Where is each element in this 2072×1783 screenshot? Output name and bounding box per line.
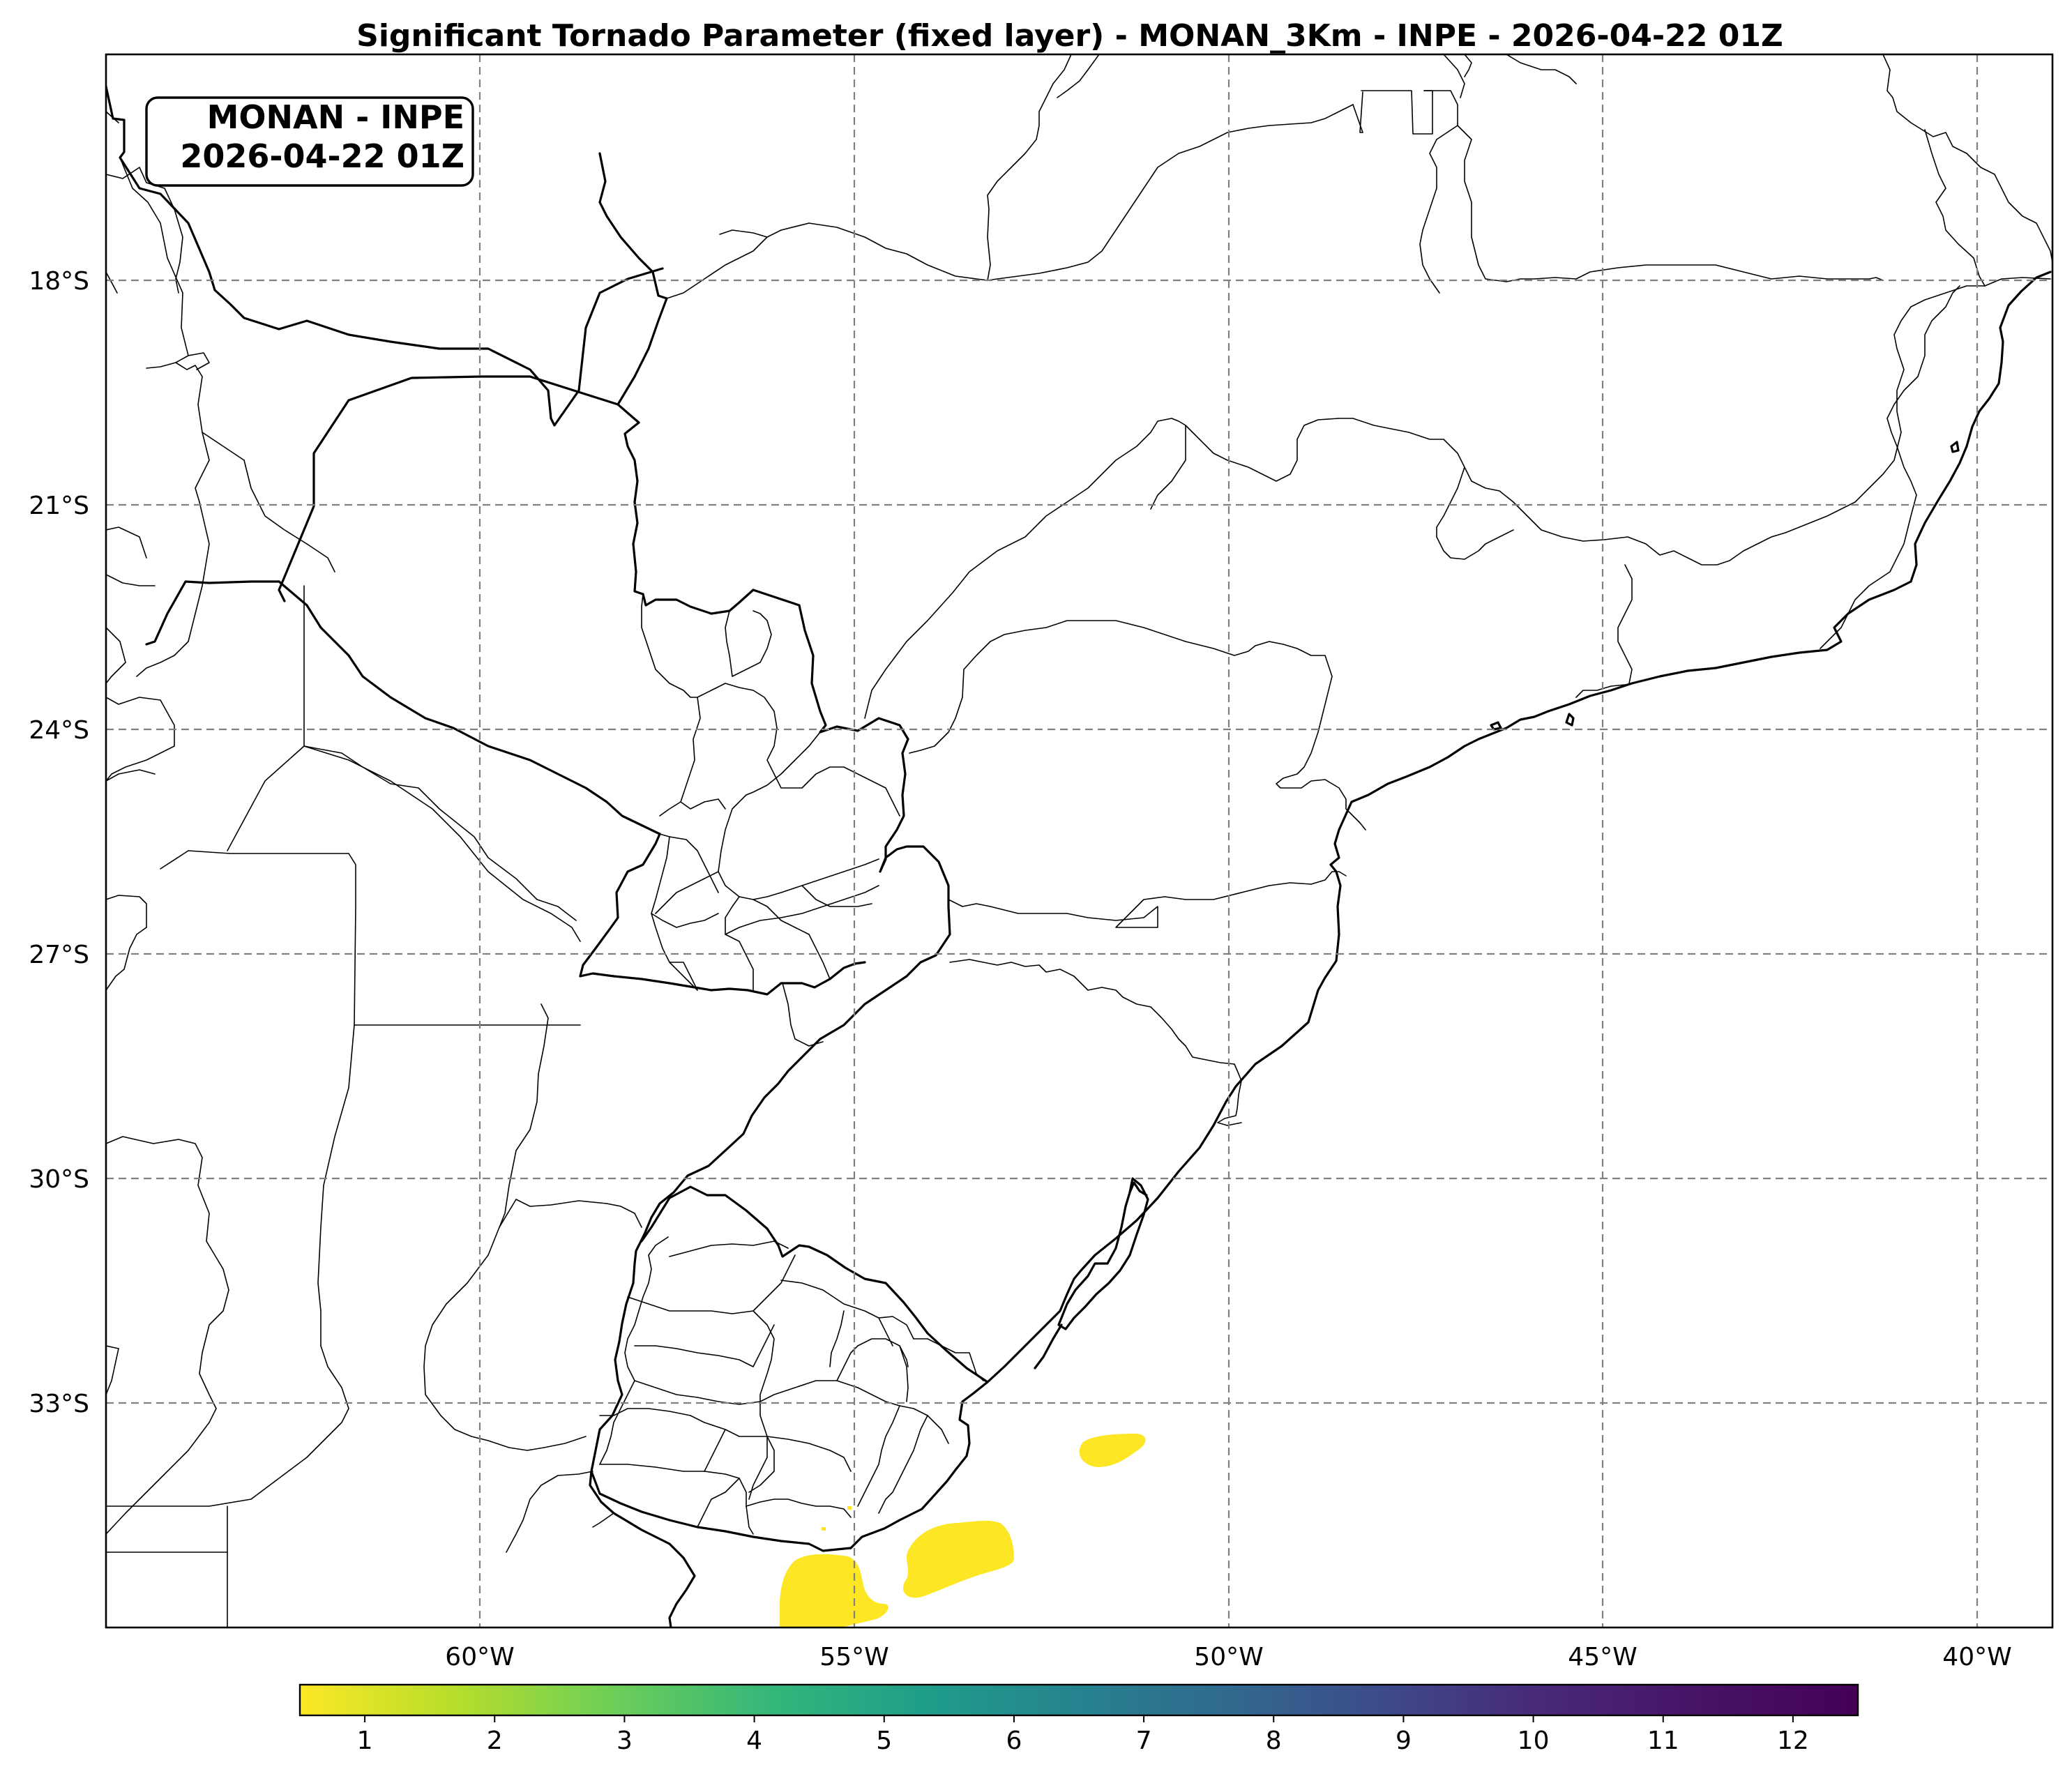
lat-tick-21s: 21°S <box>29 492 89 520</box>
info-box-line1: MONAN - INPE <box>207 98 464 136</box>
colorbar-tick-label: 3 <box>617 1727 633 1755</box>
stp-field-speck-2 <box>847 1506 852 1510</box>
colorbar-tick-label: 5 <box>876 1727 892 1755</box>
colorbar-tick-label: 9 <box>1396 1727 1412 1755</box>
lon-tick-60w: 60°W <box>445 1643 514 1671</box>
country-borders <box>106 85 2052 1628</box>
stp-field-coast-south <box>902 1520 1014 1598</box>
lon-tick-40w: 40°W <box>1942 1643 2011 1671</box>
map-area <box>106 54 2052 1628</box>
map-title: Significant Tornado Parameter (fixed lay… <box>356 18 1783 54</box>
gridlines <box>106 54 2052 1628</box>
lon-tick-50w: 50°W <box>1194 1643 1263 1671</box>
colorbar-tick-label: 7 <box>1136 1727 1152 1755</box>
colorbar-tick-labels: 1 2 3 4 5 6 7 8 9 10 11 12 <box>357 1727 1809 1755</box>
lon-tick-45w: 45°W <box>1568 1643 1637 1671</box>
colorbar-tick-marks <box>364 1715 1794 1722</box>
colorbar-tick-label: 1 <box>357 1727 373 1755</box>
stp-field-offshore-east <box>1079 1434 1146 1467</box>
colorbar-tick-label: 8 <box>1266 1727 1282 1755</box>
longitude-ticks: 60°W 55°W 50°W 45°W 40°W <box>445 1643 2011 1671</box>
colorbar-tick-label: 6 <box>1006 1727 1022 1755</box>
stp-field-speck <box>822 1527 826 1531</box>
info-box-line2: 2026-04-22 01Z <box>180 137 464 175</box>
stp-field-coast-southwest <box>780 1554 888 1628</box>
lat-tick-30s: 30°S <box>29 1165 89 1194</box>
lat-tick-18s: 18°S <box>29 267 89 296</box>
lat-tick-33s: 33°S <box>29 1390 89 1418</box>
lon-tick-55w: 55°W <box>819 1643 888 1671</box>
colorbar-tick-label: 4 <box>746 1727 762 1755</box>
info-box: MONAN - INPE 2026-04-22 01Z <box>145 96 474 187</box>
latitude-ticks: 18°S 21°S 24°S 27°S 30°S 33°S <box>29 267 89 1418</box>
lat-tick-27s: 27°S <box>29 941 89 969</box>
colorbar-tick-label: 11 <box>1647 1727 1679 1755</box>
colorbar-tick-label: 2 <box>487 1727 503 1755</box>
colorbar-gradient <box>298 1683 1859 1717</box>
colorbar: 1 2 3 4 5 6 7 8 9 10 11 12 <box>298 1683 1859 1755</box>
state-borders <box>106 54 2052 1628</box>
colorbar-tick-label: 10 <box>1518 1727 1550 1755</box>
lat-tick-24s: 24°S <box>29 716 89 745</box>
colorbar-tick-label: 12 <box>1777 1727 1809 1755</box>
map-frame <box>105 53 2054 1629</box>
